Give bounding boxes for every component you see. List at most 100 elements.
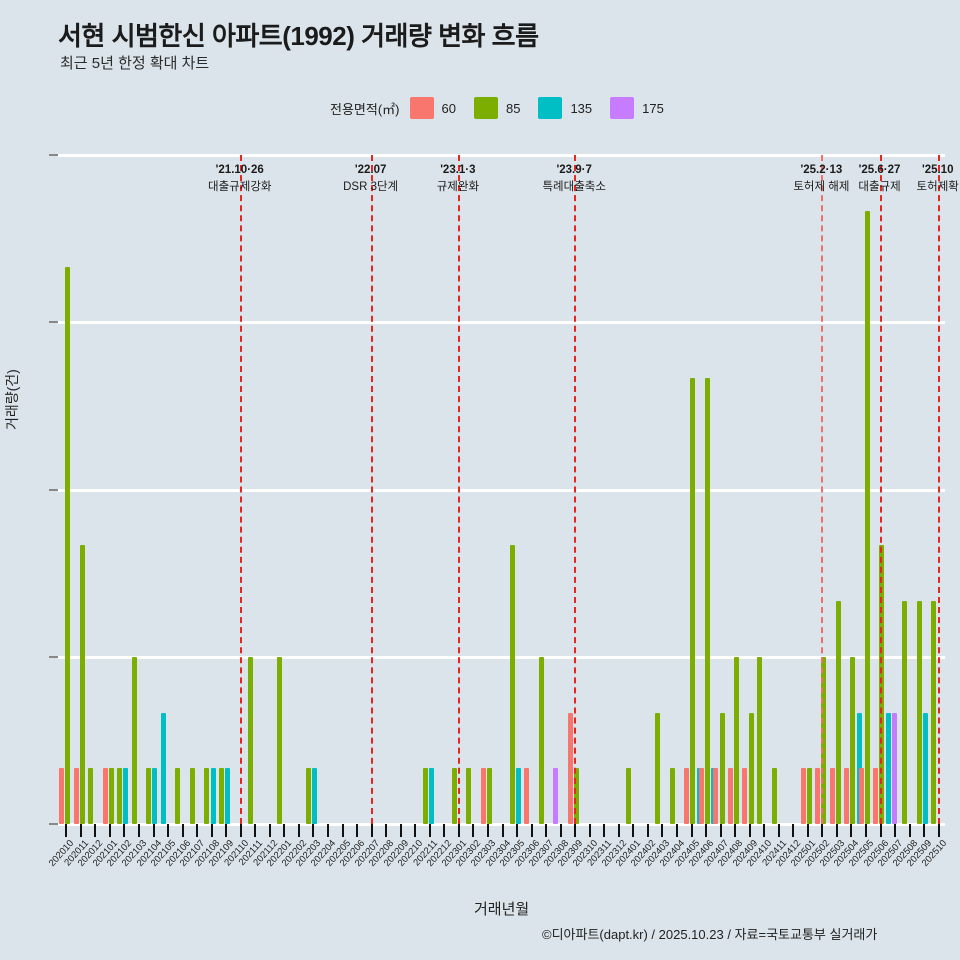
bar[interactable] bbox=[829, 768, 835, 824]
bar[interactable] bbox=[553, 768, 559, 824]
x-tick-mark bbox=[399, 824, 402, 837]
bar[interactable] bbox=[248, 656, 254, 824]
bar[interactable] bbox=[800, 768, 806, 824]
bar[interactable] bbox=[79, 545, 85, 824]
footer-credit: ©디아파트(dapt.kr) / 2025.10.23 / 자료=국토교통부 실… bbox=[542, 927, 878, 942]
event-line bbox=[937, 155, 940, 824]
x-tick-mark bbox=[603, 824, 606, 837]
x-axis-ticks bbox=[58, 824, 945, 838]
bar[interactable] bbox=[204, 768, 210, 824]
bar[interactable] bbox=[277, 656, 283, 824]
bar[interactable] bbox=[815, 768, 821, 824]
bar[interactable] bbox=[88, 768, 94, 824]
bar[interactable] bbox=[669, 768, 675, 824]
bar[interactable] bbox=[719, 712, 725, 824]
legend-item-135[interactable]: 135 bbox=[538, 97, 606, 119]
x-tick-mark bbox=[763, 824, 766, 837]
bar[interactable] bbox=[923, 712, 929, 824]
bar[interactable] bbox=[835, 601, 841, 824]
bar[interactable] bbox=[65, 266, 71, 824]
bar[interactable] bbox=[117, 768, 123, 824]
x-tick-mark bbox=[312, 824, 315, 837]
x-tick-mark bbox=[632, 824, 635, 837]
bar[interactable] bbox=[515, 768, 521, 824]
bar[interactable] bbox=[885, 712, 891, 824]
bar[interactable] bbox=[727, 768, 733, 824]
bar[interactable] bbox=[748, 712, 754, 824]
legend-item-175[interactable]: 175 bbox=[610, 97, 678, 119]
bar[interactable] bbox=[428, 768, 434, 824]
bar[interactable] bbox=[756, 656, 762, 824]
bar[interactable] bbox=[175, 768, 181, 824]
bar[interactable] bbox=[59, 768, 64, 824]
event-line bbox=[457, 155, 460, 824]
x-tick-mark bbox=[545, 824, 548, 837]
gridline bbox=[58, 655, 945, 659]
bar[interactable] bbox=[684, 768, 690, 824]
x-tick-mark bbox=[908, 824, 911, 837]
bar[interactable] bbox=[480, 768, 486, 824]
x-axis-labels: 202010 202011 202012 202101 202102 202103 2021… bbox=[47, 838, 949, 898]
bar[interactable] bbox=[312, 768, 318, 824]
bar[interactable] bbox=[306, 768, 312, 824]
x-tick-mark bbox=[574, 824, 577, 837]
bar[interactable] bbox=[509, 545, 515, 824]
bar[interactable] bbox=[486, 768, 492, 824]
bar[interactable] bbox=[771, 768, 777, 824]
bar[interactable] bbox=[218, 768, 224, 824]
bar[interactable] bbox=[160, 712, 166, 824]
bar[interactable] bbox=[858, 768, 864, 824]
bar[interactable] bbox=[705, 378, 710, 824]
bar[interactable] bbox=[742, 768, 748, 824]
bar[interactable] bbox=[451, 768, 457, 824]
bar[interactable] bbox=[931, 601, 937, 824]
bar[interactable] bbox=[916, 601, 922, 824]
y-axis-label: 거래량(건) bbox=[4, 369, 20, 430]
y-tick-mark bbox=[49, 488, 58, 491]
x-tick-mark bbox=[792, 824, 795, 837]
bar[interactable] bbox=[698, 768, 704, 824]
legend-item-60[interactable]: 60 bbox=[409, 97, 470, 119]
bar[interactable] bbox=[574, 768, 580, 824]
bar[interactable] bbox=[844, 768, 850, 824]
bar[interactable] bbox=[123, 768, 129, 824]
bar[interactable] bbox=[102, 768, 108, 824]
bar[interactable] bbox=[146, 768, 152, 824]
legend-swatch-60 bbox=[409, 97, 434, 119]
x-tick-mark bbox=[719, 824, 722, 837]
bar[interactable] bbox=[806, 768, 812, 824]
legend-swatch-85 bbox=[473, 97, 498, 119]
bar[interactable] bbox=[567, 712, 573, 824]
bar[interactable] bbox=[225, 768, 231, 824]
bar[interactable] bbox=[152, 768, 158, 824]
x-tick-mark bbox=[646, 824, 649, 837]
x-tick-mark bbox=[588, 824, 591, 837]
bar[interactable] bbox=[821, 656, 827, 824]
x-tick-mark bbox=[806, 824, 809, 837]
bar[interactable] bbox=[626, 768, 632, 824]
legend-item-85[interactable]: 85 bbox=[473, 97, 534, 119]
bar[interactable] bbox=[466, 768, 472, 824]
bar[interactable] bbox=[73, 768, 79, 824]
bar[interactable] bbox=[655, 712, 661, 824]
bar[interactable] bbox=[108, 768, 114, 824]
bar[interactable] bbox=[850, 656, 856, 824]
bar[interactable] bbox=[131, 656, 137, 824]
bar[interactable] bbox=[713, 768, 719, 824]
bar[interactable] bbox=[891, 712, 897, 824]
bar[interactable] bbox=[690, 378, 696, 824]
bar[interactable] bbox=[538, 656, 544, 824]
bar[interactable] bbox=[189, 768, 195, 824]
bar[interactable] bbox=[210, 768, 216, 824]
bar[interactable] bbox=[422, 768, 428, 824]
bar[interactable] bbox=[864, 210, 870, 824]
bar[interactable] bbox=[873, 768, 879, 824]
bar[interactable] bbox=[879, 545, 885, 824]
bar[interactable] bbox=[734, 656, 740, 824]
legend-label-175: 175 bbox=[642, 100, 664, 116]
bar[interactable] bbox=[524, 768, 530, 824]
x-tick-mark bbox=[675, 824, 678, 837]
bar[interactable] bbox=[902, 601, 908, 824]
x-tick-mark bbox=[443, 824, 446, 837]
x-tick-mark bbox=[821, 824, 824, 837]
